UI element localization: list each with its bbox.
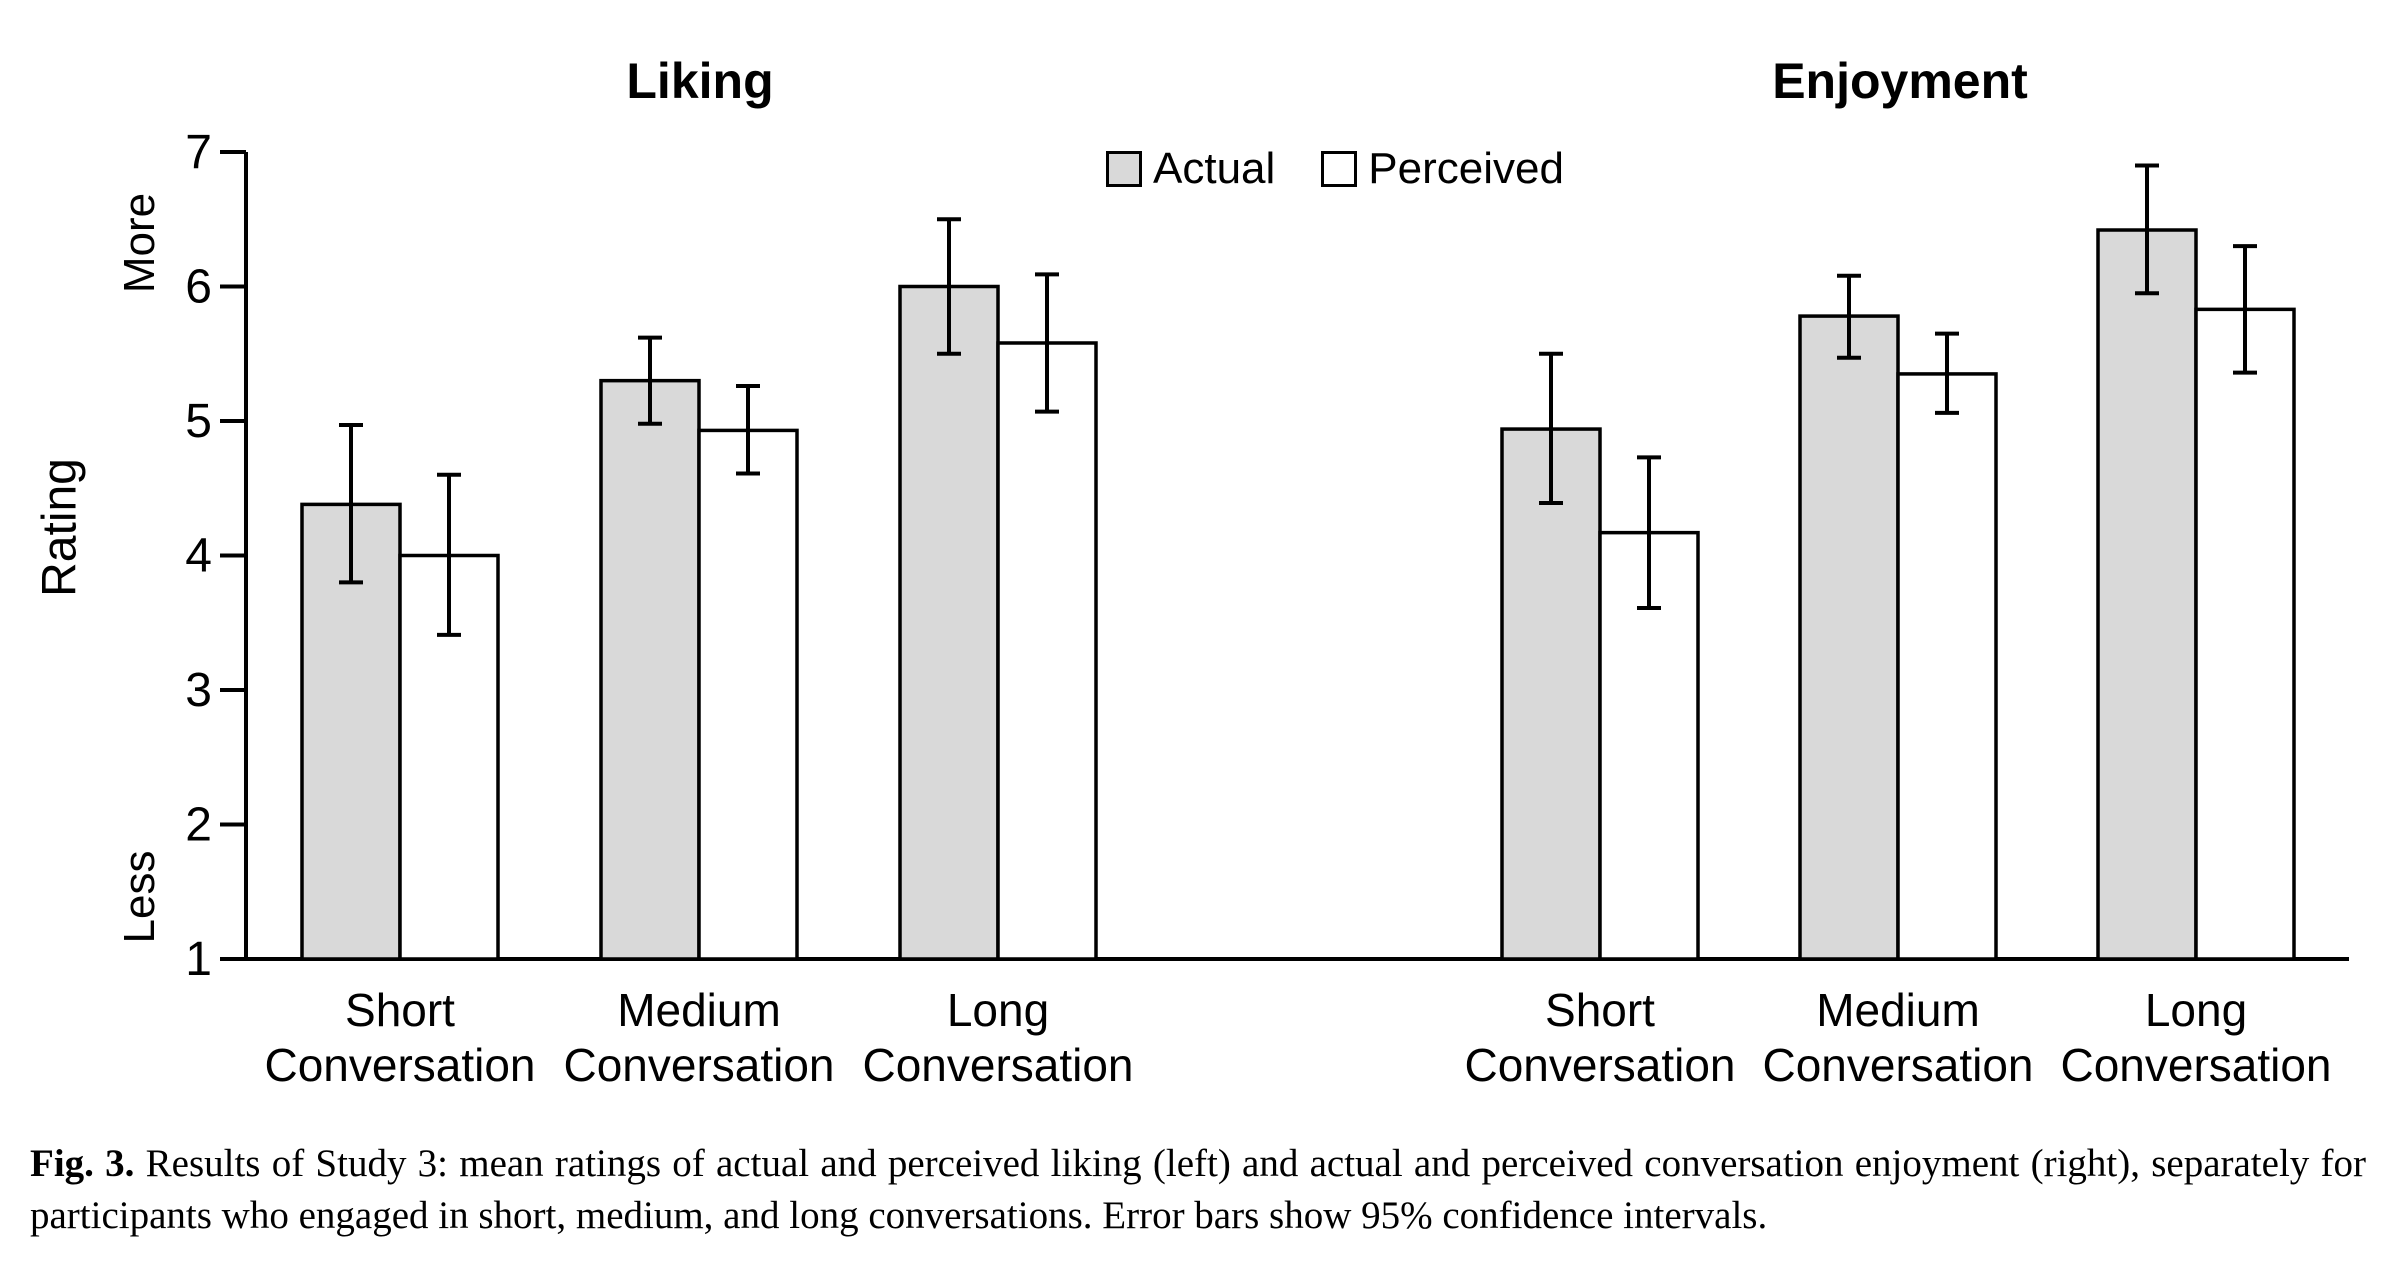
y-axis-annotation-more: More [115, 192, 164, 294]
x-category-label: Conversation [2060, 1039, 2331, 1091]
x-category-label: Conversation [1762, 1039, 2033, 1091]
bar-liking-1-perceived [697, 428, 799, 961]
x-category-label: Conversation [1464, 1039, 1735, 1091]
bar-liking-1-actual [599, 378, 701, 961]
bar-chart-svg: 1234567ShortConversationMediumConversati… [185, 126, 2349, 1091]
x-category-label: Conversation [264, 1039, 535, 1091]
y-tick-label: 1 [185, 933, 212, 986]
legend-label-perceived: Perceived [1368, 144, 1564, 193]
y-tick-label: 4 [185, 530, 212, 583]
legend-swatch-actual [1106, 151, 1142, 187]
x-category-label: Short [345, 984, 455, 1036]
legend-item-actual: Actual [1106, 144, 1275, 194]
x-category-label: Medium [617, 984, 781, 1036]
x-category-label: Short [1545, 984, 1655, 1036]
y-tick-label: 2 [185, 799, 212, 852]
x-category-label: Long [2145, 984, 2247, 1036]
figure-caption: Fig. 3. Results of Study 3: mean ratings… [30, 1138, 2366, 1243]
y-tick-label: 5 [185, 395, 212, 448]
panel-title-enjoyment: Enjoyment [1772, 53, 2028, 109]
legend-item-perceived: Perceived [1321, 144, 1564, 194]
bar-enjoyment-1-actual [1798, 314, 1900, 961]
x-category-label: Long [947, 984, 1049, 1036]
figure-caption-text: Results of Study 3: mean ratings of actu… [30, 1142, 2366, 1238]
bar-liking-2-actual [898, 284, 1000, 961]
legend-label-actual: Actual [1153, 144, 1276, 193]
y-tick-label: 7 [185, 126, 212, 179]
y-axis-annotation-less: Less [115, 850, 164, 944]
bar-enjoyment-1-perceived [1896, 372, 1998, 961]
chart: 1 2 3 4 5 6 7 Short Conversation Medium Conversati… [33, 53, 2349, 1091]
panel-title-liking: Liking [626, 53, 774, 109]
legend: Actual Perceived [1106, 144, 1564, 194]
bar-enjoyment-0-actual [1500, 427, 1602, 961]
x-category-label: Medium [1816, 984, 1980, 1036]
legend-swatch-perceived [1321, 151, 1358, 187]
bar-liking-2-perceived [996, 341, 1098, 961]
x-category-label: Conversation [563, 1039, 834, 1091]
bar-enjoyment-2-perceived [2194, 307, 2296, 961]
x-category-label: Conversation [862, 1039, 1133, 1091]
figure-caption-label: Fig. 3. [30, 1142, 135, 1185]
bar-enjoyment-2-actual [2096, 228, 2198, 961]
y-axis-title: Rating [33, 458, 87, 597]
y-tick-label: 3 [185, 664, 212, 717]
y-tick-label: 6 [185, 261, 212, 314]
